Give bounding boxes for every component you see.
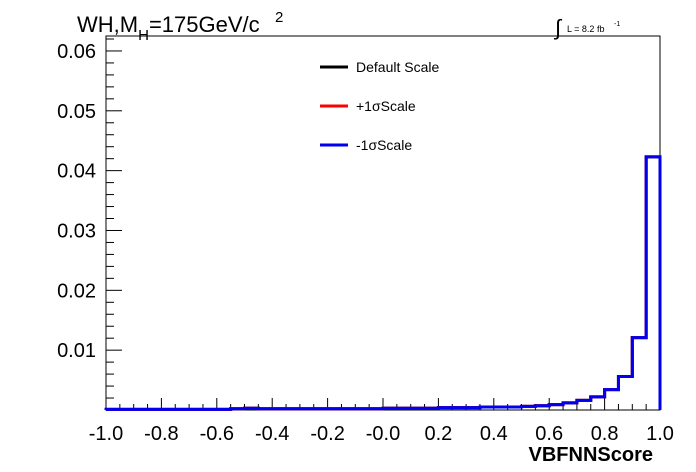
title: WH,MH=175GeV/c 2 bbox=[77, 9, 283, 44]
x-tick-label: -0.8 bbox=[144, 423, 178, 445]
series-line bbox=[104, 155, 662, 411]
x-tick-label: -0.0 bbox=[366, 423, 400, 445]
x-tick-label: 0.4 bbox=[480, 423, 508, 445]
series-group bbox=[104, 155, 662, 411]
title-main: WH,MH=175GeV/c bbox=[77, 12, 260, 44]
legend-label: +1σScale bbox=[356, 98, 416, 114]
luminosity-label: ∫ L = 8.2 fb -1 bbox=[553, 15, 620, 40]
x-tick-label: 0.6 bbox=[535, 423, 563, 445]
y-tick-label: 0.06 bbox=[57, 41, 96, 63]
x-tick-label: -0.2 bbox=[310, 423, 344, 445]
title-subscript: H bbox=[138, 27, 149, 44]
y-tick-label: 0.02 bbox=[57, 280, 96, 302]
lumi-superscript: -1 bbox=[614, 21, 620, 28]
legend-label: -1σScale bbox=[356, 137, 412, 153]
series-line bbox=[104, 155, 662, 411]
title-superscript: 2 bbox=[275, 9, 283, 26]
y-tick-label: 0.03 bbox=[57, 220, 96, 242]
x-tick-label: 1.0 bbox=[646, 423, 674, 445]
y-axis: 0.01 0.02 0.03 0.04 0.05 0.06 bbox=[57, 38, 122, 411]
x-tick-label: -0.6 bbox=[200, 423, 234, 445]
plot-frame bbox=[105, 35, 661, 411]
title-rest: =175GeV/c bbox=[149, 12, 260, 37]
legend-label: Default Scale bbox=[356, 59, 439, 75]
title-part: WH,M bbox=[77, 12, 138, 37]
series-line bbox=[104, 155, 662, 411]
x-tick-label: 0.8 bbox=[591, 423, 619, 445]
x-tick-label: -0.4 bbox=[255, 423, 289, 445]
y-tick-label: 0.01 bbox=[57, 340, 96, 362]
lumi-text: L = 8.2 fb bbox=[567, 24, 604, 34]
x-axis: -1.0 -0.8 -0.6 -0.4 -0.2 -0.0 0.2 0.4 0.6 0.8 1.0 bbox=[89, 398, 674, 445]
lumi-integral: ∫ bbox=[553, 15, 563, 40]
legend: Default Scale +1σScale -1σScale bbox=[320, 59, 439, 153]
x-axis-label: VBFNNScore bbox=[529, 444, 653, 466]
y-tick-label: 0.05 bbox=[57, 101, 96, 123]
x-tick-label: -1.0 bbox=[89, 423, 123, 445]
y-tick-label: 0.04 bbox=[57, 161, 96, 183]
x-tick-label: 0.2 bbox=[424, 423, 452, 445]
